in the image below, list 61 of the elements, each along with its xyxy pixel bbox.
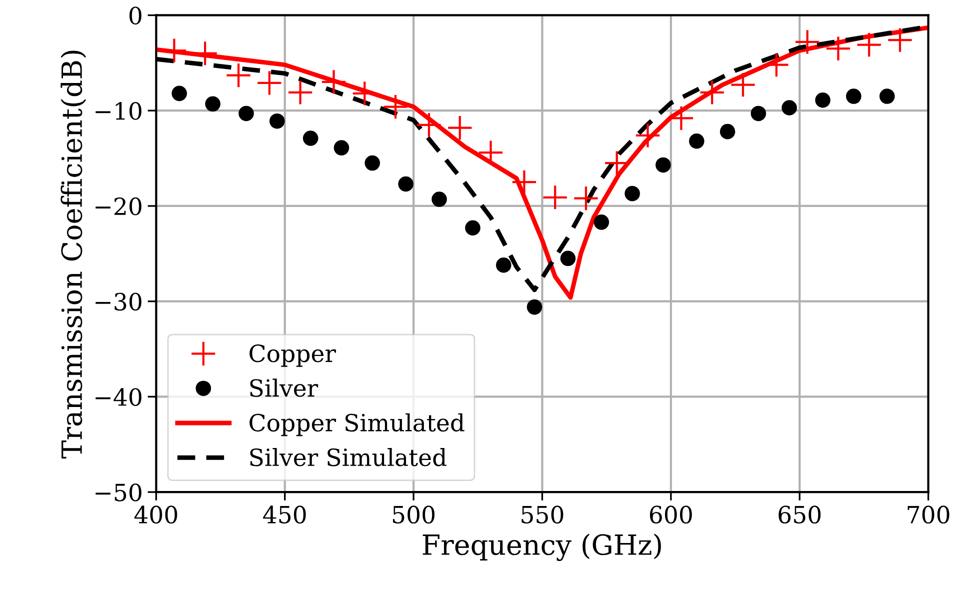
point — [465, 220, 480, 236]
point — [689, 133, 704, 149]
legend-label: Silver Simulated — [250, 448, 446, 466]
y-tick-label: 0 — [129, 6, 142, 25]
point — [543, 186, 567, 210]
x-tick-label: 650 — [778, 506, 821, 524]
point — [496, 257, 512, 273]
point — [857, 32, 881, 57]
point — [322, 70, 346, 94]
point — [172, 86, 187, 102]
point — [384, 94, 408, 119]
y-tick-label: −40 — [96, 388, 142, 406]
point — [594, 214, 610, 230]
point — [764, 53, 788, 77]
point — [238, 106, 254, 122]
point — [417, 113, 441, 137]
point — [302, 130, 318, 146]
point — [526, 299, 542, 315]
point — [269, 113, 285, 129]
y-tick-label: −10 — [96, 102, 142, 120]
x-tick-label: 400 — [134, 506, 178, 524]
point — [226, 64, 250, 88]
point — [656, 157, 671, 173]
y-tick-label: −30 — [96, 292, 142, 311]
point — [624, 186, 640, 202]
point — [364, 155, 380, 171]
point — [888, 28, 912, 52]
point — [432, 192, 447, 207]
point — [636, 124, 660, 148]
legend-label: Copper — [250, 344, 336, 367]
point — [334, 140, 350, 156]
x-tick-label: 700 — [908, 506, 950, 524]
point — [205, 96, 220, 112]
point — [258, 71, 282, 95]
x-tick-label: 550 — [522, 506, 564, 524]
point — [448, 116, 472, 140]
x-axis-title: Frequency (GHz) — [422, 534, 661, 561]
point — [512, 170, 536, 194]
point — [574, 186, 598, 210]
point — [731, 73, 755, 97]
point — [846, 88, 862, 104]
legend-label: Copper Simulated — [250, 413, 464, 436]
x-tick-label: 500 — [393, 506, 434, 524]
point — [560, 250, 576, 266]
point — [815, 92, 830, 108]
y-axis-title: Transmission Coefficient(dB) — [60, 50, 86, 458]
point — [796, 30, 820, 54]
point — [398, 176, 414, 192]
x-tick-label: 600 — [650, 506, 692, 524]
point — [288, 80, 312, 104]
y-tick-label: −20 — [96, 197, 142, 216]
point — [352, 82, 376, 106]
y-tick-label: −50 — [96, 484, 142, 502]
point — [750, 106, 766, 122]
point — [720, 124, 736, 140]
point — [879, 88, 895, 104]
point — [700, 80, 724, 104]
x-tick-label: 450 — [263, 506, 306, 524]
point — [782, 100, 797, 116]
point — [826, 36, 850, 60]
legend-label: Silver — [250, 378, 318, 397]
